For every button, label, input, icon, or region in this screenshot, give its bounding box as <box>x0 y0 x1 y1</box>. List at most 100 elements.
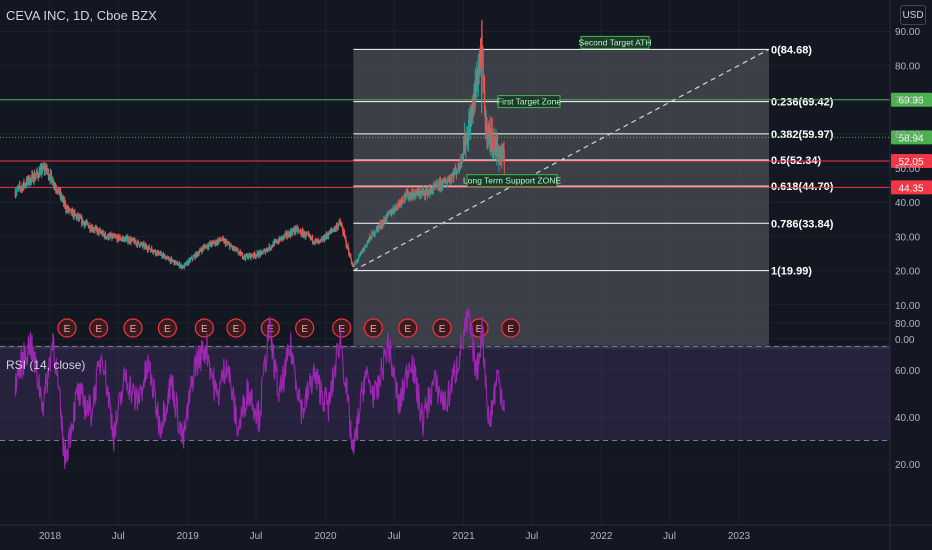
earnings-marker[interactable] <box>295 318 315 338</box>
candle-body <box>498 149 500 156</box>
earnings-marker[interactable] <box>194 318 214 338</box>
currency-button[interactable]: USD <box>900 5 926 25</box>
candle-body <box>272 242 274 247</box>
candle-body <box>472 106 474 117</box>
candle-body <box>361 250 363 253</box>
candle-body <box>371 232 373 239</box>
candle-body <box>193 255 195 257</box>
rsi-line <box>14 307 505 469</box>
candle-body <box>221 237 223 241</box>
candle-body <box>287 232 289 237</box>
candle-body <box>109 234 111 236</box>
candle-body <box>395 204 397 208</box>
candle-body <box>179 266 181 268</box>
candle-body <box>83 221 85 223</box>
candle-body <box>358 257 360 260</box>
candle-body <box>58 187 60 195</box>
candle-body <box>447 178 449 181</box>
candle-body <box>27 177 29 182</box>
candle-body <box>476 73 478 85</box>
candle-body <box>171 258 173 261</box>
candle-body <box>270 247 272 249</box>
level-value: 69.96 <box>898 96 923 107</box>
price-tick-label: 40.00 <box>895 198 920 209</box>
candle-body <box>168 257 170 260</box>
candle-body <box>452 174 454 179</box>
candle-body <box>77 214 79 219</box>
earnings-marker[interactable] <box>57 318 77 338</box>
candle-body <box>92 226 94 231</box>
candle-body <box>265 249 268 251</box>
candle-body <box>473 88 475 94</box>
earnings-marker[interactable] <box>501 318 521 338</box>
candle-body <box>422 191 424 192</box>
time-axis[interactable]: 2018 Jul 2019 Jul 2020 Jul 2021 Jul 2022 Jul 2023 <box>0 524 932 542</box>
candle-body <box>172 261 174 262</box>
candle-body <box>15 192 17 195</box>
candle-body <box>305 233 308 235</box>
candle-body <box>332 229 334 231</box>
candle-body <box>230 244 232 247</box>
candle-body <box>345 238 347 241</box>
candle-body <box>292 230 294 235</box>
candle-body <box>137 241 139 242</box>
candle-body <box>98 229 100 234</box>
candle-body <box>45 165 47 169</box>
candle-body <box>286 236 288 237</box>
candle-body <box>209 242 211 245</box>
earnings-marker-label: E <box>370 324 377 335</box>
candle-body <box>158 254 160 256</box>
candle-body <box>224 240 226 242</box>
earnings-marker[interactable] <box>226 318 246 338</box>
candle-body <box>19 184 21 188</box>
earnings-marker[interactable] <box>123 318 143 338</box>
candle-body <box>173 260 176 265</box>
candle-body <box>298 230 300 232</box>
candle-body <box>423 189 425 192</box>
candle-body <box>163 255 165 257</box>
candle-body <box>333 229 335 232</box>
earnings-marker[interactable] <box>363 318 383 338</box>
symbol-title[interactable]: CEVA INC, 1D, Cboe BZX <box>6 8 157 23</box>
horizontal-levels: 69.96 58.94 52.05 44.35 <box>0 92 932 195</box>
earnings-marker[interactable] <box>398 318 418 338</box>
candle-body <box>156 251 158 255</box>
rsi-title[interactable]: RSI (14, close) <box>6 358 86 372</box>
candle-body <box>352 265 354 266</box>
candle-body <box>418 191 421 196</box>
fib-level-label: 1(19.99) <box>771 266 812 278</box>
candle-body <box>177 264 179 266</box>
candle-body <box>456 172 458 173</box>
candle-body <box>206 245 208 248</box>
candle-body <box>317 240 319 242</box>
candle-body <box>312 236 314 243</box>
candle-body <box>65 209 67 212</box>
candle-body <box>291 233 293 235</box>
candle-body <box>493 138 495 148</box>
candle-body <box>330 230 333 231</box>
candle-body <box>260 251 262 256</box>
candle-body <box>364 246 366 249</box>
earnings-marker[interactable] <box>332 318 352 338</box>
candle-body <box>39 170 41 177</box>
candle-body <box>320 239 322 241</box>
level-value: 44.35 <box>898 183 923 194</box>
earnings-marker[interactable] <box>89 318 109 338</box>
candle-body <box>449 176 451 178</box>
candle-body <box>448 181 450 183</box>
candle-body <box>200 250 202 252</box>
price-tick-label: 90.00 <box>895 27 920 38</box>
candle-body <box>101 232 103 234</box>
price-axis[interactable]: 0.00 10.00 20.00 30.00 40.00 50.00 60.00 70.00 8… <box>889 0 920 550</box>
candle-body <box>377 227 379 231</box>
candle-body <box>408 194 410 198</box>
earnings-marker[interactable] <box>432 318 452 338</box>
candle-body <box>315 238 317 241</box>
fib-levels: 0(84.68)0.236(69.42)0.382(59.97)0.5(52.3… <box>353 44 834 278</box>
earnings-marker-label: E <box>338 324 345 335</box>
earnings-marker[interactable] <box>157 318 177 338</box>
candle-body <box>295 227 297 232</box>
candle-body <box>404 197 407 199</box>
